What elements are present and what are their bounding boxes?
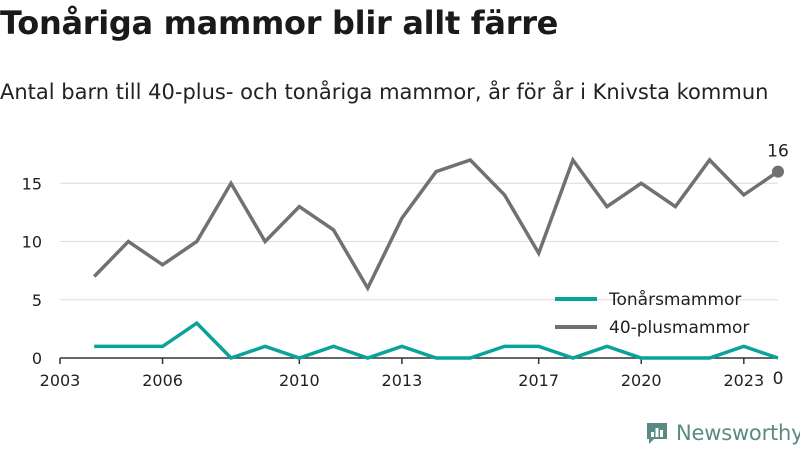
x-tick-label: 2023 — [723, 371, 764, 390]
x-tick-label: 2013 — [382, 371, 423, 390]
line-chart: 0 5 10 15 2003 2006 2010 2013 2017 2020 2023 16 0 Ton… — [22, 142, 789, 390]
y-tick-label: 15 — [22, 174, 42, 193]
x-tick-label: 2003 — [40, 371, 81, 390]
x-tick-label: 2020 — [621, 371, 662, 390]
y-tick-label: 10 — [22, 233, 42, 252]
chart-title: Tonåriga mammor blir allt färre — [0, 4, 559, 42]
y-tick-label: 0 — [32, 349, 42, 368]
series-line-tonarsmammor — [94, 320, 779, 361]
brand-name: Newsworthy — [676, 421, 800, 445]
brand-logo: Newsworthy — [644, 418, 800, 448]
end-value-label: 0 — [773, 369, 784, 389]
y-tick-label: 5 — [32, 291, 42, 310]
end-point-marker — [772, 165, 784, 178]
legend-label: 40-plusmammor — [609, 318, 749, 338]
newsworthy-logo-icon — [647, 423, 667, 444]
x-tick-label: 2010 — [279, 371, 320, 390]
legend-label: Tonårsmammor — [608, 289, 741, 310]
end-value-label: 16 — [767, 142, 789, 162]
series-line-40-plusmammor — [92, 156, 779, 292]
x-tick-label: 2006 — [142, 371, 183, 390]
chart-subtitle: Antal barn till 40-plus- och tonåriga ma… — [0, 80, 769, 104]
x-tick-label: 2017 — [518, 371, 559, 390]
